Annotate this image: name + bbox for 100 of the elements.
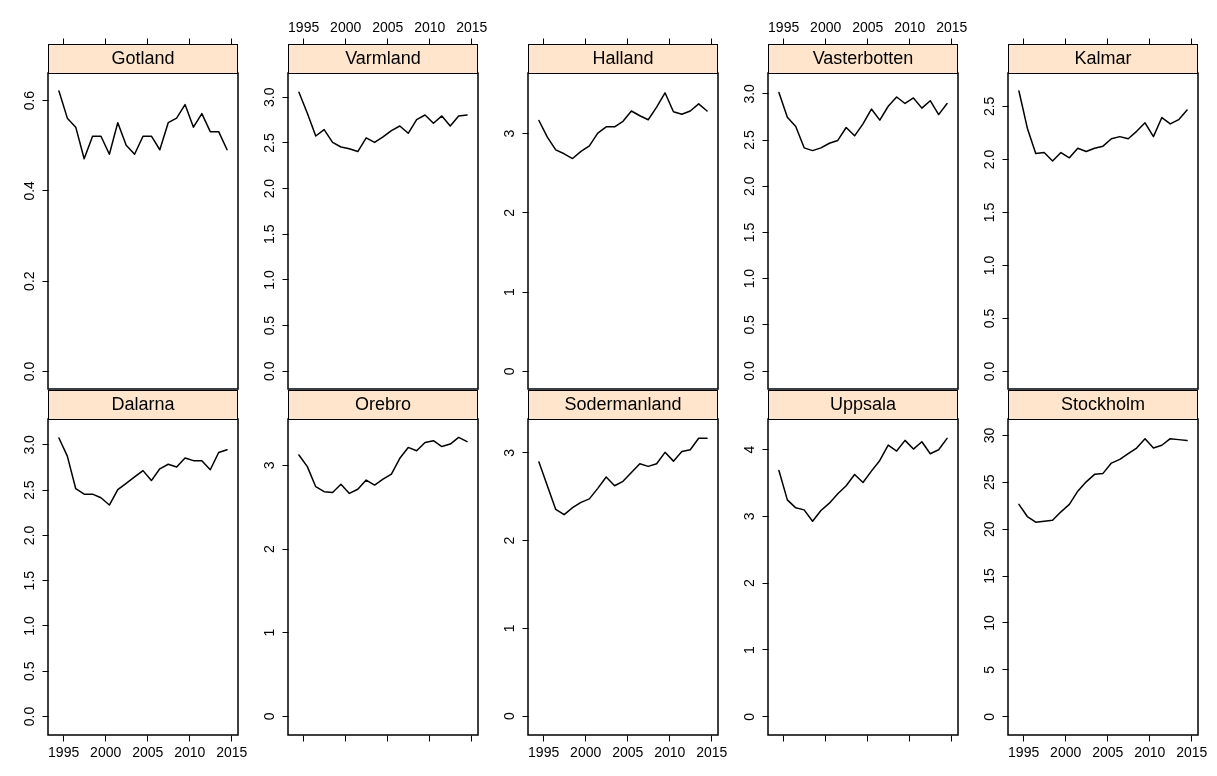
chart-title: Stockholm — [1008, 390, 1198, 420]
line-series — [1018, 437, 1188, 523]
x-tick-label: 2000 — [570, 743, 602, 760]
y-tick-label: 30 — [980, 427, 997, 444]
x-tick-label: 2005 — [612, 743, 644, 760]
y-tick-label: 2.0 — [740, 176, 757, 196]
y-tick-label: 0 — [260, 712, 277, 721]
x-tick-label: 2010 — [894, 18, 926, 35]
y-tick-label: 1 — [260, 628, 277, 637]
y-tick-label: 2.5 — [260, 132, 277, 153]
x-tick-label: 2005 — [1092, 743, 1124, 760]
y-tick-label: 1 — [500, 624, 517, 633]
y-tick-label: 3 — [740, 512, 757, 521]
y-tick-label: 1.5 — [20, 570, 37, 591]
y-tick-label: 0.0 — [740, 361, 757, 381]
y-tick-label: 2.5 — [20, 480, 37, 500]
x-tick-label: 1995 — [288, 18, 320, 35]
y-tick-label: 3 — [500, 129, 517, 138]
y-tick-label: 0.5 — [980, 308, 997, 329]
line-series — [778, 91, 948, 152]
y-tick-label: 0.4 — [20, 180, 37, 201]
y-tick-label: 3.0 — [20, 434, 37, 455]
line-series — [778, 437, 948, 522]
y-tick-label: 1 — [500, 287, 517, 296]
y-tick-label: 0.5 — [740, 314, 757, 335]
x-tick-label: 2000 — [330, 18, 362, 35]
y-tick-label: 3 — [260, 461, 277, 470]
chart-title: Dalarna — [48, 390, 238, 420]
y-tick-label: 15 — [980, 568, 997, 584]
x-tick-label: 2015 — [1176, 743, 1208, 760]
y-tick-label: 1.0 — [260, 269, 277, 290]
x-tick-label: 2015 — [696, 743, 728, 760]
y-tick-label: 1.5 — [260, 224, 277, 244]
x-tick-label: 2015 — [936, 18, 968, 35]
chart-title: Vasterbotten — [768, 44, 958, 74]
x-tick-label: 2000 — [810, 18, 842, 35]
y-tick-label: 0 — [980, 712, 997, 721]
x-tick-label: 2015 — [456, 18, 488, 35]
y-tick-label: 1.5 — [980, 202, 997, 223]
line-series — [538, 437, 708, 516]
x-tick-label: 2010 — [174, 743, 206, 760]
y-tick-label: 5 — [980, 665, 997, 674]
chart-title: Varmland — [288, 44, 478, 74]
line-series — [538, 92, 708, 160]
y-tick-label: 10 — [980, 614, 997, 631]
y-tick-label: 0.0 — [20, 361, 37, 382]
y-tick-label: 2 — [260, 544, 277, 553]
x-tick-label: 2000 — [1050, 743, 1082, 760]
chart-title: Halland — [528, 44, 718, 74]
y-tick-label: 2 — [500, 208, 517, 217]
x-tick-label: 2010 — [654, 743, 686, 760]
y-tick-label: 2 — [500, 536, 517, 545]
y-tick-label: 3.0 — [740, 83, 757, 104]
y-tick-label: 0.0 — [260, 361, 277, 381]
y-tick-label: 0.6 — [20, 90, 37, 111]
y-tick-label: 0 — [500, 712, 517, 721]
chart-title: Kalmar — [1008, 44, 1198, 74]
line-series — [298, 436, 468, 495]
y-tick-label: 20 — [980, 521, 997, 537]
x-tick-label: 1995 — [48, 743, 80, 760]
x-tick-label: 2015 — [216, 743, 248, 760]
y-tick-label: 1.0 — [980, 255, 997, 276]
chart-title: Gotland — [48, 44, 238, 74]
chart-title: Uppsala — [768, 390, 958, 420]
y-tick-label: 0 — [500, 367, 517, 376]
y-tick-label: 1.5 — [740, 222, 757, 243]
y-tick-label: 4 — [740, 445, 757, 454]
y-tick-label: 2 — [740, 579, 757, 588]
x-tick-label: 2005 — [132, 743, 164, 760]
y-tick-label: 0 — [740, 712, 757, 721]
y-tick-label: 3 — [500, 448, 517, 457]
y-tick-label: 0.2 — [20, 271, 37, 291]
chart-title: Orebro — [288, 390, 478, 420]
line-series — [58, 437, 228, 506]
x-tick-label: 2000 — [90, 743, 122, 760]
y-tick-label: 2.5 — [980, 96, 997, 117]
line-series — [1018, 90, 1188, 162]
y-tick-label: 2.0 — [260, 178, 277, 199]
x-tick-label: 2010 — [1134, 743, 1166, 760]
y-tick-label: 0.0 — [20, 706, 37, 727]
x-tick-label: 1995 — [1008, 743, 1040, 760]
y-tick-label: 1.0 — [740, 268, 757, 289]
y-tick-label: 2.0 — [20, 525, 37, 546]
y-tick-label: 25 — [980, 474, 997, 491]
y-tick-label: 0.5 — [260, 315, 277, 336]
x-tick-label: 1995 — [528, 743, 560, 760]
x-tick-label: 2010 — [414, 18, 446, 35]
y-tick-label: 2.5 — [740, 130, 757, 150]
y-tick-label: 2.0 — [980, 149, 997, 170]
chart-title: Sodermanland — [528, 390, 718, 420]
x-tick-label: 2005 — [372, 18, 404, 35]
line-series — [58, 90, 228, 160]
y-tick-label: 1 — [740, 645, 757, 654]
y-tick-label: 0.0 — [980, 361, 997, 382]
line-series — [298, 91, 468, 153]
y-tick-label: 1.0 — [20, 616, 37, 636]
x-tick-label: 2005 — [852, 18, 884, 35]
x-tick-label: 1995 — [768, 18, 800, 35]
y-tick-label: 0.5 — [20, 661, 37, 681]
y-tick-label: 3.0 — [260, 87, 277, 107]
